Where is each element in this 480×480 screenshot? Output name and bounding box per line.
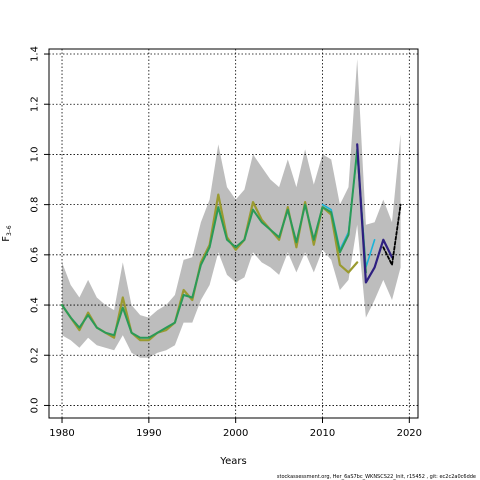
series-line-4 xyxy=(356,143,394,284)
y-tick-label: 1.0 xyxy=(30,146,41,162)
y-axis-title: F3–6 xyxy=(1,225,13,242)
y-tick-label: 0.8 xyxy=(30,197,41,213)
y-axis-title-main: F xyxy=(1,236,12,242)
y-tick-label: 0.6 xyxy=(30,247,41,263)
x-tick-label: 2000 xyxy=(223,428,248,439)
y-tick-label: 1.2 xyxy=(30,96,41,112)
x-tick-label: 2010 xyxy=(310,428,335,439)
confidence-band xyxy=(62,59,401,358)
x-axis-title: Years xyxy=(219,456,246,467)
y-tick-label: 1.4 xyxy=(30,46,41,62)
x-tick-label: 1980 xyxy=(49,428,74,439)
y-axis-title-subscript: 3–6 xyxy=(6,225,13,236)
x-tick-label: 2020 xyxy=(397,428,422,439)
series-line-3 xyxy=(61,148,367,339)
y-tick-label: 0.4 xyxy=(30,297,41,313)
plot-frame xyxy=(48,48,419,419)
series-line-5 xyxy=(382,203,402,266)
x-tick-label: 1990 xyxy=(136,428,161,439)
series-layer xyxy=(60,143,402,342)
y-tick-label: 0.0 xyxy=(30,397,41,413)
axis-layer: 1980 1990 2000 2010 2020 0.0 0.2 0.4 0.6 0.8 1.0 1.… xyxy=(30,46,423,439)
footer-credit: stockassessment.org, Her_6aS7bc_WKNSCS22… xyxy=(277,474,476,480)
y-tick-label: 0.2 xyxy=(30,347,41,363)
confidence-band-layer xyxy=(62,59,401,358)
